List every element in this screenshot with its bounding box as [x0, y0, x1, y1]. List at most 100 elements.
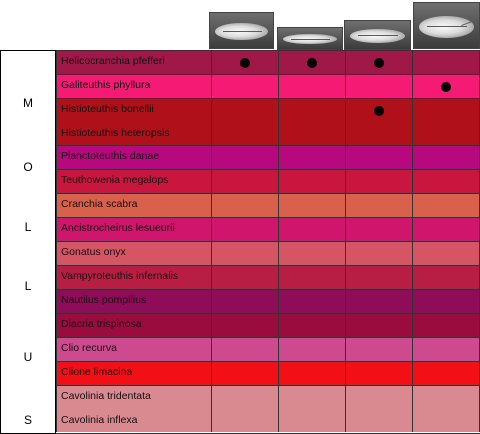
- presence-cell: [211, 313, 278, 337]
- presence-cell: [211, 98, 278, 145]
- table-row: Clio recurva: [56, 337, 480, 361]
- presence-dot-icon: [307, 57, 317, 68]
- group-letter-u: U: [23, 350, 33, 364]
- table-row: Nautilus pompilius: [56, 289, 480, 313]
- presence-cell: [345, 145, 412, 169]
- table-row: Helicocranchia pfefferi: [56, 50, 480, 74]
- species-name: Cavolinia tridentata: [61, 390, 151, 402]
- presence-cell: [211, 145, 278, 169]
- presence-dot-icon: [374, 57, 384, 68]
- presence-cell: [278, 361, 345, 385]
- presence-cell: [211, 385, 278, 432]
- species-cell: Histioteuthis bonellii Histioteuthis hete…: [56, 98, 211, 145]
- presence-cell: [345, 337, 412, 361]
- presence-cell: [412, 217, 480, 241]
- presence-cell: [345, 217, 412, 241]
- specimen-photo-3: [344, 20, 411, 50]
- presence-cell: [278, 145, 345, 169]
- presence-cell: [278, 337, 345, 361]
- presence-cell: [345, 241, 412, 265]
- presence-cell: [278, 241, 345, 265]
- species-name: Clione limacina: [61, 366, 133, 378]
- presence-cell: [412, 385, 480, 432]
- species-cell: Planctoteuthis danae: [56, 145, 211, 169]
- species-cell: Nautilus pompilius: [56, 289, 211, 313]
- presence-cell: [412, 169, 480, 193]
- presence-cell: [412, 265, 480, 289]
- presence-cell: [211, 74, 278, 98]
- species-name: Cranchia scabra: [61, 198, 138, 210]
- species-name: Teuthowenia megalops: [61, 174, 169, 186]
- presence-cell: [412, 241, 480, 265]
- group-letter-o: O: [23, 160, 33, 174]
- table-row: Planctoteuthis danae: [56, 145, 480, 169]
- presence-cell: [345, 50, 412, 74]
- presence-cell: [211, 289, 278, 313]
- species-name: Cavolinia inflexa: [61, 414, 138, 426]
- squid-specimen-icon: [215, 22, 268, 41]
- specimen-photo-1: [209, 12, 274, 49]
- presence-cell: [278, 50, 345, 74]
- presence-cell: [278, 193, 345, 217]
- species-cell: Clione limacina: [56, 361, 211, 385]
- table-row: Vampyroteuthis infernalis: [56, 265, 480, 289]
- presence-cell: [278, 74, 345, 98]
- presence-cell: [278, 217, 345, 241]
- presence-cell: [412, 145, 480, 169]
- presence-dot-icon: [240, 57, 250, 68]
- presence-cell: [211, 193, 278, 217]
- presence-cell: [211, 265, 278, 289]
- species-name: Histioteuthis bonellii: [61, 103, 154, 115]
- table-row: Histioteuthis bonellii Histioteuthis hete…: [56, 98, 480, 145]
- species-name: Planctoteuthis danae: [61, 150, 160, 162]
- species-cell: Diacria trispinosa: [56, 313, 211, 337]
- table-row: Teuthowenia megalops: [56, 169, 480, 193]
- presence-cell: [278, 265, 345, 289]
- presence-cell: [412, 289, 480, 313]
- presence-cell: [211, 217, 278, 241]
- presence-cell: [345, 98, 412, 145]
- presence-cell: [345, 74, 412, 98]
- presence-cell: [211, 169, 278, 193]
- presence-cell: [412, 98, 480, 145]
- species-cell: Helicocranchia pfefferi: [56, 50, 211, 74]
- presence-cell: [345, 193, 412, 217]
- table-row: Ancistrocheirus lesueurii: [56, 217, 480, 241]
- presence-cell: [412, 50, 480, 74]
- presence-cell: [412, 337, 480, 361]
- presence-cell: [412, 74, 480, 98]
- species-cell: Ancistrocheirus lesueurii: [56, 217, 211, 241]
- species-cell: Galiteuthis phyllura: [56, 74, 211, 98]
- species-name: Vampyroteuthis infernalis: [61, 270, 179, 282]
- species-table: Helicocranchia pfefferi Galiteuthis phyll…: [56, 50, 480, 434]
- species-cell: Gonatus onyx: [56, 241, 211, 265]
- presence-cell: [211, 50, 278, 74]
- presence-cell: [211, 241, 278, 265]
- presence-cell: [412, 313, 480, 337]
- specimen-photo-2: [277, 27, 343, 50]
- presence-cell: [211, 337, 278, 361]
- species-name: Nautilus pompilius: [61, 294, 147, 306]
- table-row: Cranchia scabra: [56, 193, 480, 217]
- presence-dot-icon: [374, 106, 384, 116]
- presence-cell: [345, 265, 412, 289]
- group-letter-l1: L: [24, 220, 32, 234]
- table-row: Cavolinia tridentata Cavolinia inflexa: [56, 385, 480, 432]
- species-cell: Clio recurva: [56, 337, 211, 361]
- species-name: Ancistrocheirus lesueurii: [61, 222, 175, 234]
- species-cell: Teuthowenia megalops: [56, 169, 211, 193]
- presence-cell: [345, 289, 412, 313]
- species-name: Helicocranchia pfefferi: [61, 55, 165, 67]
- presence-cell: [278, 289, 345, 313]
- presence-cell: [412, 361, 480, 385]
- table-row: Diacria trispinosa: [56, 313, 480, 337]
- group-letter-s: S: [23, 413, 32, 427]
- species-name: Gonatus onyx: [61, 246, 126, 258]
- specimen-photo-4: [413, 2, 480, 49]
- presence-cell: [345, 385, 412, 432]
- squid-specimen-icon: [419, 15, 474, 39]
- species-cell: Cranchia scabra: [56, 193, 211, 217]
- table-row: Galiteuthis phyllura: [56, 74, 480, 98]
- group-letter-l2: L: [24, 279, 32, 293]
- presence-cell: [278, 169, 345, 193]
